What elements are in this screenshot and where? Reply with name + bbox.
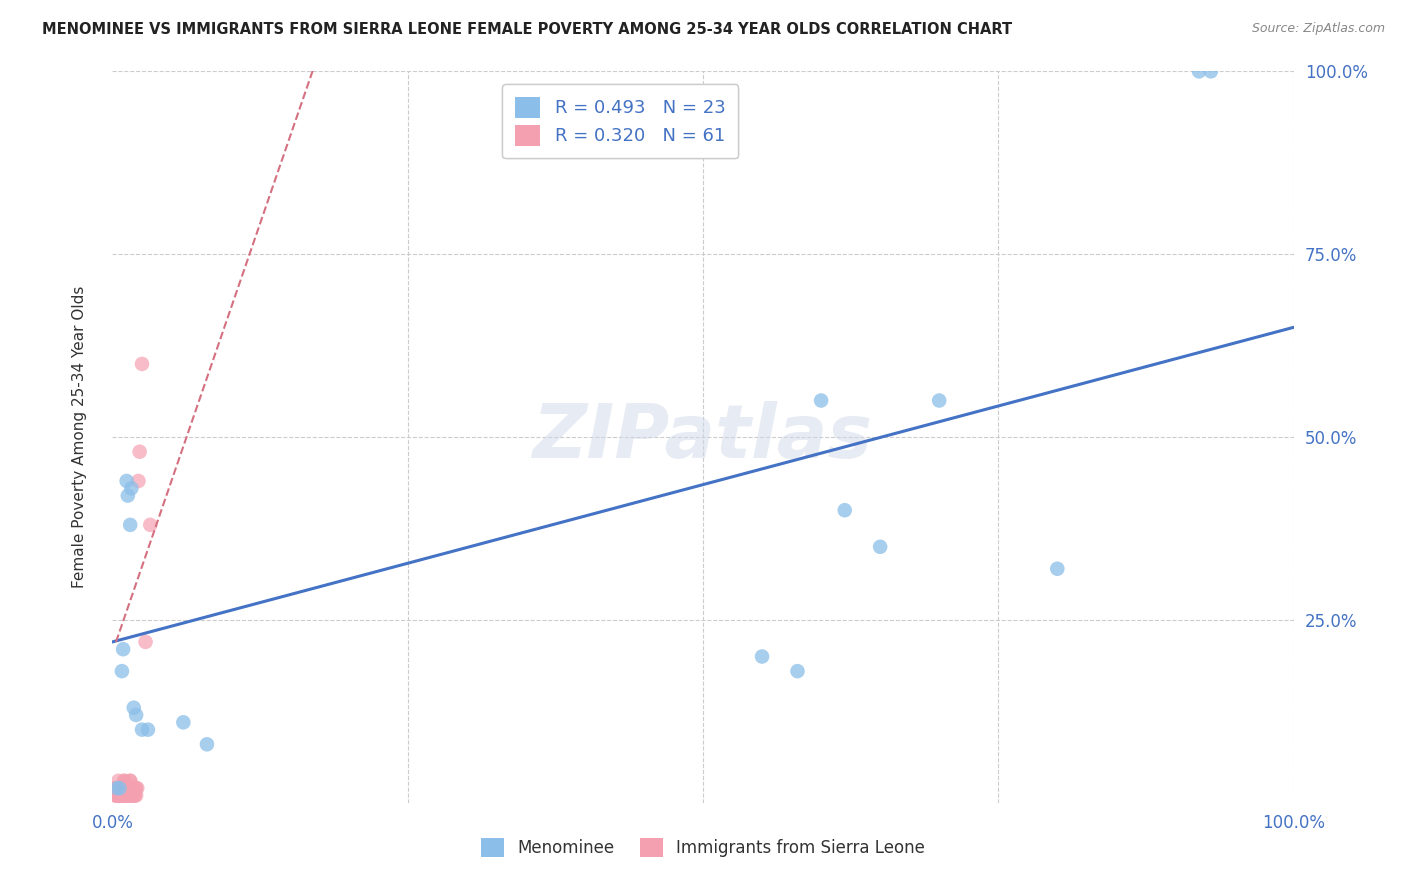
- Point: [110, 781, 132, 796]
- Point: [120, 789, 142, 803]
- Point: [1199, 64, 1222, 78]
- Point: [120, 773, 142, 788]
- Text: MENOMINEE VS IMMIGRANTS FROM SIERRA LEONE FEMALE POVERTY AMONG 25-34 YEAR OLDS C: MENOMINEE VS IMMIGRANTS FROM SIERRA LEON…: [42, 22, 1012, 37]
- Point: [111, 664, 134, 678]
- Point: [105, 781, 128, 796]
- Point: [131, 723, 153, 737]
- Point: [105, 789, 128, 803]
- Point: [120, 481, 142, 495]
- Point: [105, 789, 128, 803]
- Point: [114, 789, 136, 803]
- Point: [195, 737, 218, 751]
- Point: [115, 781, 138, 796]
- Point: [120, 781, 142, 796]
- Point: [107, 773, 129, 788]
- Point: [786, 664, 808, 678]
- Point: [928, 393, 950, 408]
- Point: [115, 474, 138, 488]
- Point: [112, 789, 135, 803]
- Point: [121, 789, 143, 803]
- Legend: Menominee, Immigrants from Sierra Leone: Menominee, Immigrants from Sierra Leone: [472, 830, 934, 866]
- Point: [122, 700, 145, 714]
- Point: [112, 789, 135, 803]
- Point: [105, 781, 128, 796]
- Legend: R = 0.493   N = 23, R = 0.320   N = 61: R = 0.493 N = 23, R = 0.320 N = 61: [502, 84, 738, 158]
- Point: [112, 773, 135, 788]
- Point: [124, 789, 146, 803]
- Point: [108, 789, 131, 803]
- Point: [131, 357, 153, 371]
- Point: [127, 474, 149, 488]
- Point: [104, 781, 127, 796]
- Point: [107, 789, 129, 803]
- Point: [1188, 64, 1211, 78]
- Point: [139, 517, 162, 532]
- Point: [110, 781, 132, 796]
- Point: [118, 781, 141, 796]
- Point: [112, 789, 135, 803]
- Point: [117, 489, 139, 503]
- Text: ZIPatlas: ZIPatlas: [533, 401, 873, 474]
- Point: [108, 781, 131, 796]
- Point: [810, 393, 832, 408]
- Point: [111, 781, 134, 796]
- Point: [115, 789, 138, 803]
- Point: [125, 789, 148, 803]
- Point: [135, 635, 157, 649]
- Point: [112, 789, 135, 803]
- Point: [105, 781, 128, 796]
- Point: [128, 444, 150, 458]
- Point: [121, 781, 143, 796]
- Point: [127, 781, 149, 796]
- Point: [111, 789, 134, 803]
- Point: [117, 781, 139, 796]
- Point: [110, 789, 132, 803]
- Text: Source: ZipAtlas.com: Source: ZipAtlas.com: [1251, 22, 1385, 36]
- Point: [122, 781, 145, 796]
- Y-axis label: Female Poverty Among 25-34 Year Olds: Female Poverty Among 25-34 Year Olds: [73, 286, 87, 588]
- Point: [124, 781, 146, 796]
- Point: [834, 503, 856, 517]
- Point: [125, 708, 148, 723]
- Point: [125, 781, 148, 796]
- Point: [118, 789, 141, 803]
- Point: [112, 642, 135, 657]
- Point: [111, 781, 134, 796]
- Point: [869, 540, 891, 554]
- Point: [114, 781, 136, 796]
- Point: [120, 781, 142, 796]
- Point: [1046, 562, 1069, 576]
- Point: [172, 715, 194, 730]
- Point: [105, 781, 128, 796]
- Point: [122, 789, 145, 803]
- Point: [104, 789, 127, 803]
- Point: [114, 781, 136, 796]
- Point: [115, 781, 138, 796]
- Point: [112, 773, 135, 788]
- Point: [117, 789, 139, 803]
- Point: [120, 789, 142, 803]
- Point: [120, 517, 142, 532]
- Point: [112, 781, 135, 796]
- Point: [120, 773, 142, 788]
- Point: [108, 789, 131, 803]
- Point: [751, 649, 773, 664]
- Point: [107, 781, 129, 796]
- Point: [105, 781, 128, 796]
- Point: [111, 789, 134, 803]
- Point: [107, 789, 129, 803]
- Point: [108, 781, 131, 796]
- Point: [112, 781, 135, 796]
- Point: [117, 781, 139, 796]
- Point: [136, 723, 159, 737]
